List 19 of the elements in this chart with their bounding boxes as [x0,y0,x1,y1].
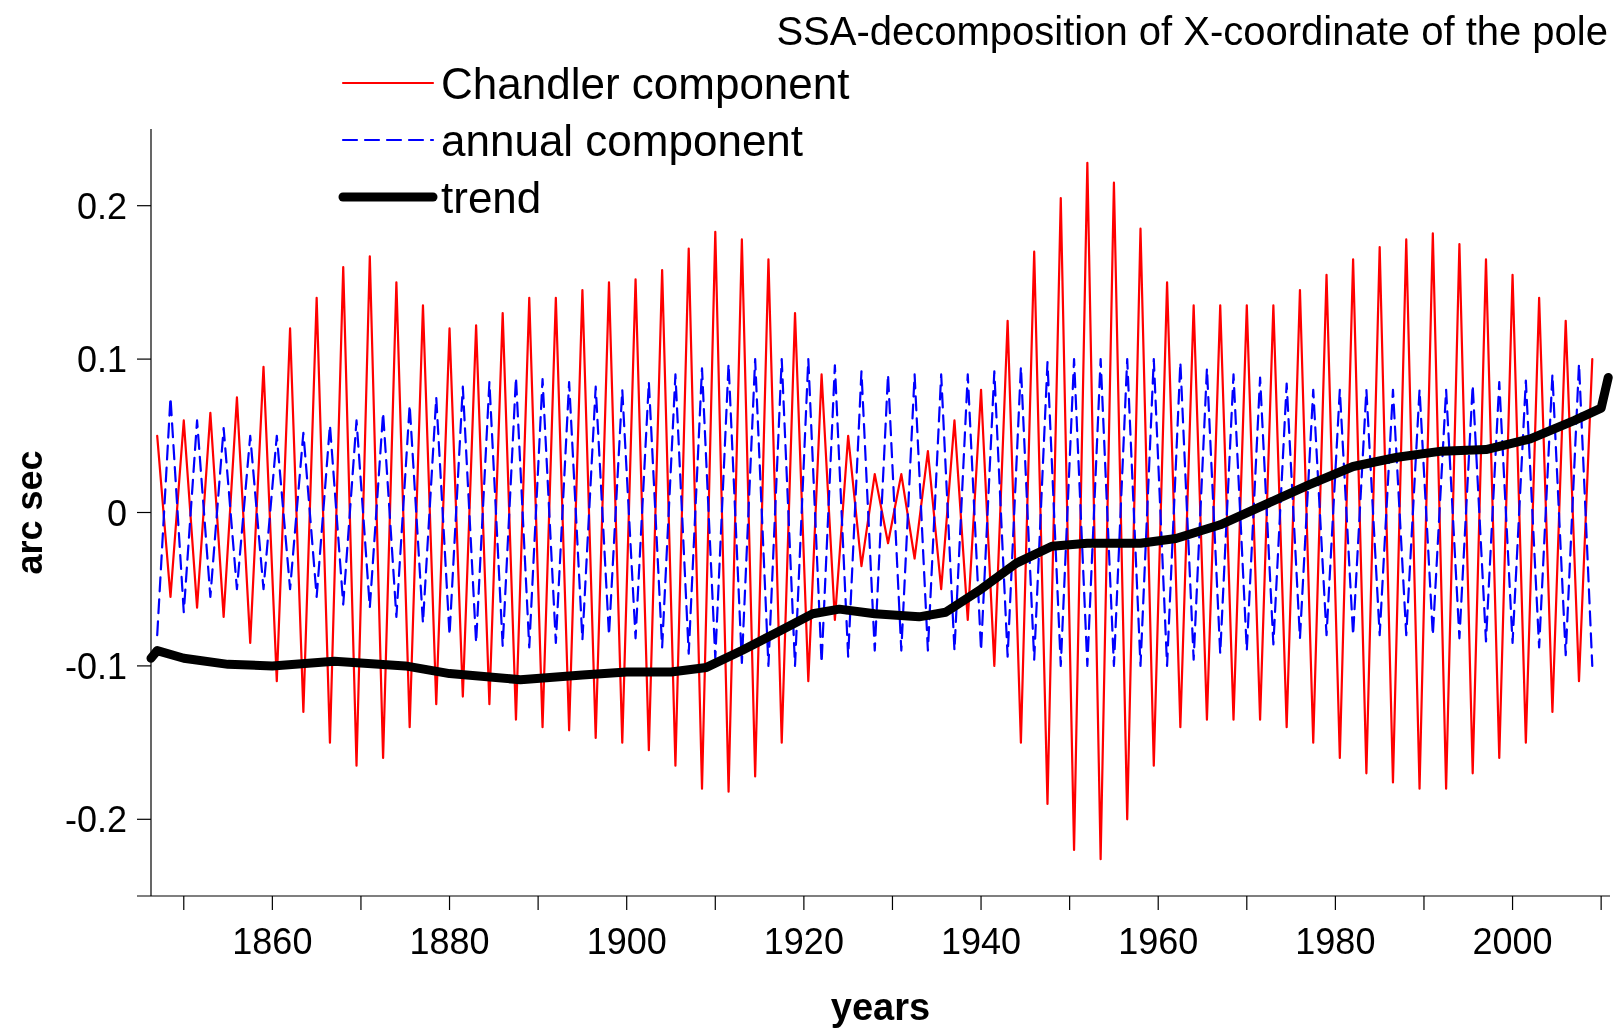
y-axis-title: arc sec [9,450,50,575]
legend-label: Chandler component [441,58,850,108]
x-tick-label: 1940 [941,921,1022,962]
x-tick-label: 1900 [586,921,667,962]
x-tick-label: 1920 [763,921,844,962]
y-tick-label: -0.1 [64,645,127,687]
x-axis-title: years [830,986,931,1028]
y-tick-label: 0.1 [76,339,127,381]
legend-label: trend [441,172,542,222]
x-tick-label: 1980 [1295,921,1376,962]
x-tick-label: 1960 [1118,921,1199,962]
y-tick-label: 0 [106,492,127,534]
x-tick-label: 1860 [232,921,313,962]
chart-title: SSA-decomposition of X-coordinate of the pole [776,9,1608,53]
x-tick-label: 2000 [1472,921,1553,962]
legend-label: annual component [441,115,804,165]
x-tick-label: 1880 [409,921,490,962]
y-tick-label: -0.2 [64,799,127,841]
y-tick-label: 0.2 [76,185,127,227]
